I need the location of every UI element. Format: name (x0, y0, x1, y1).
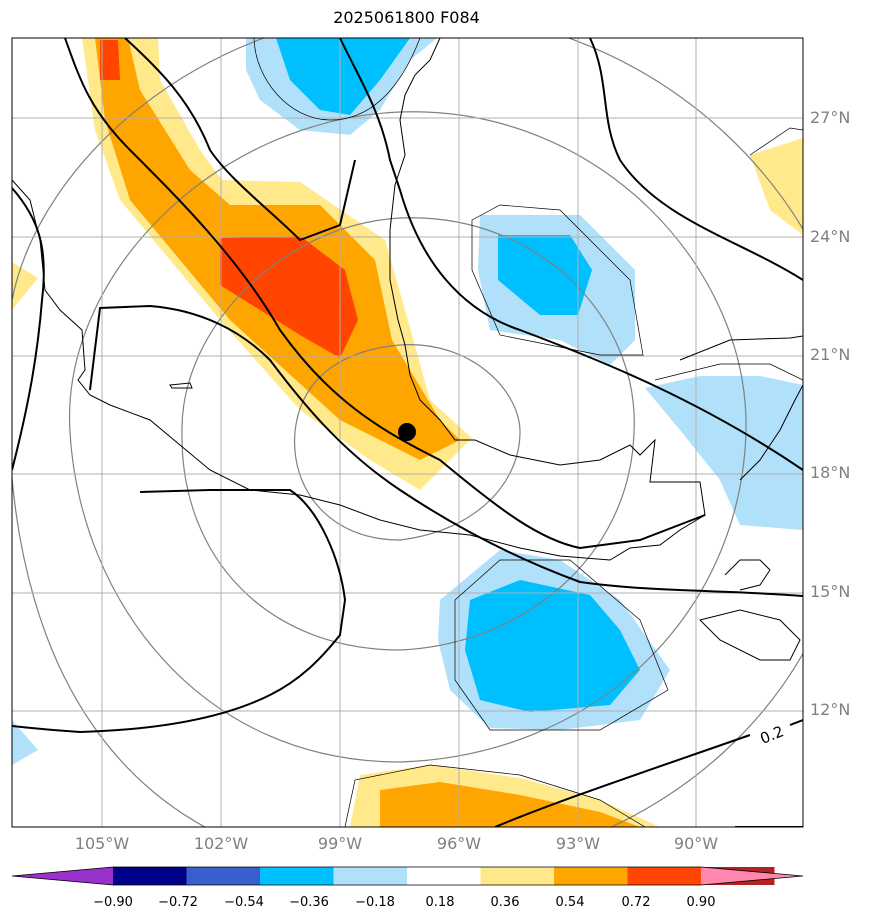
fill-outlines (253, 38, 803, 827)
range-rings (12, 38, 803, 827)
map-plot-area: 0.2 (12, 38, 803, 827)
colorbar-tick: −0.18 (355, 895, 395, 910)
colorbar-segment (186, 867, 260, 885)
colorbar-tick: 0.72 (621, 895, 651, 910)
contour-label: 0.2 (758, 722, 787, 748)
lon-label-99w: 99°W (317, 834, 363, 853)
graticule (12, 38, 803, 827)
colorbar-segment (480, 867, 554, 885)
lat-label-27n: 27°N (810, 108, 851, 127)
coastlines (12, 38, 803, 661)
colorbar-segment (333, 867, 407, 885)
colorbar-tick: 0.36 (490, 895, 520, 910)
colorbar-tick: 0.18 (425, 895, 455, 910)
lon-label-90w: 90°W (673, 834, 719, 853)
negative-anomaly-fill (12, 38, 803, 765)
lat-label-12n: 12°N (810, 700, 851, 719)
lat-label-24n: 24°N (810, 227, 851, 246)
colorbar (11, 866, 804, 886)
storm-center-marker (398, 423, 416, 441)
lat-label-18n: 18°N (810, 463, 851, 482)
colorbar-segment (407, 867, 481, 885)
colorbar-segment (627, 867, 701, 885)
colorbar-outline (11, 866, 804, 886)
colorbar-tick: 0.54 (555, 895, 585, 910)
colorbar-extend-high (701, 867, 803, 885)
colorbar-tick: 0.90 (686, 895, 716, 910)
colorbar-tick: −0.90 (93, 895, 133, 910)
lon-label-105w: 105°W (74, 834, 130, 853)
colorbar-segment (113, 867, 187, 885)
colorbar-tick: −0.54 (224, 895, 264, 910)
lat-label-21n: 21°N (810, 345, 851, 364)
lon-label-96w: 96°W (436, 834, 482, 853)
map-title: 2025061800 F084 (333, 8, 480, 27)
lat-label-15n: 15°N (810, 582, 851, 601)
positive-anomaly-fill (12, 38, 803, 827)
isolines (12, 38, 803, 827)
colorbar-segment (260, 867, 334, 885)
colorbar-tick: −0.72 (158, 895, 198, 910)
lon-label-102w: 102°W (193, 834, 249, 853)
colorbar-extend-low (12, 867, 113, 885)
map-frame (11, 37, 804, 828)
lon-label-93w: 93°W (555, 834, 601, 853)
colorbar-tick: −0.36 (289, 895, 329, 910)
colorbar-segment (554, 867, 628, 885)
